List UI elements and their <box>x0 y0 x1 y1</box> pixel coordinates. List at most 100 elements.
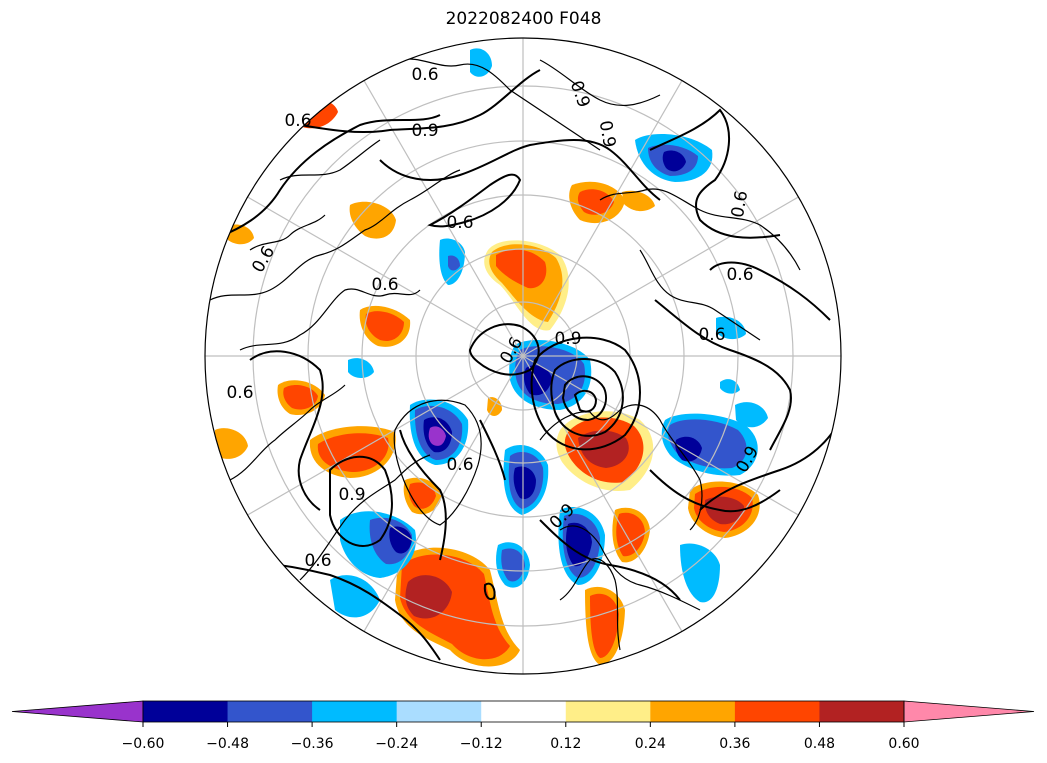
positive-anomaly-area <box>578 430 629 468</box>
colorbar-segment <box>819 701 905 722</box>
colorbar-tick-label: 0.36 <box>719 736 750 752</box>
contour-line <box>329 455 393 547</box>
contour-label: 0.6 <box>728 189 752 219</box>
contour-label: 0.9 <box>338 485 365 505</box>
contour-lines <box>209 69 841 661</box>
contour-label: 0.6 <box>411 65 438 85</box>
coastline <box>599 188 801 271</box>
contour-line <box>379 139 661 201</box>
colorbar-tick-label: −0.24 <box>375 736 418 752</box>
colorbar-tick-label: −0.60 <box>122 736 165 752</box>
contour-label: 0.6 <box>226 383 253 403</box>
contour-label: 0.6 <box>446 455 473 475</box>
colorbar-tick-label: −0.12 <box>460 736 503 752</box>
contour-line <box>550 358 624 437</box>
contour-line <box>427 173 522 228</box>
colorbar-tick-label: −0.48 <box>206 736 249 752</box>
meridian-lines <box>205 38 841 674</box>
polar-stereographic-map: 0.60.90.90.90.60.90.60.60.60.60.90.60.60… <box>204 37 842 675</box>
graticule <box>205 38 841 674</box>
coastline <box>209 169 461 301</box>
map-title: 2022082400 F048 <box>445 9 602 29</box>
coastline <box>239 288 421 351</box>
contour-label: 0.6 <box>446 213 473 233</box>
negative-anomaly-area <box>662 150 686 172</box>
contour-label: 0.6 <box>371 275 398 295</box>
meridian-line <box>522 355 683 632</box>
negative-anomaly-area <box>735 402 768 428</box>
colorbar-segment <box>227 701 313 722</box>
coastline <box>249 214 326 251</box>
colorbar-segment <box>734 701 820 722</box>
colorbar-over-extension <box>903 700 1035 723</box>
contour-label: 0.6 <box>726 265 753 285</box>
shaded-anomaly-fields <box>215 48 768 667</box>
contour-line <box>399 429 447 561</box>
coastlines <box>209 58 801 651</box>
negative-anomaly-area <box>428 426 446 446</box>
contour-line <box>479 419 506 481</box>
negative-anomaly-area <box>448 255 460 271</box>
colorbar-tick-label: 0.48 <box>804 736 835 752</box>
colorbar-segment <box>312 701 398 722</box>
contour-line <box>483 582 496 600</box>
colorbar-under-extension <box>11 700 144 723</box>
contour-label: 0.9 <box>411 121 438 141</box>
contour-label: 0.9 <box>595 119 619 149</box>
coastline <box>639 249 761 341</box>
contour-line <box>299 69 541 134</box>
negative-anomaly-area <box>513 466 536 500</box>
positive-anomaly-area <box>215 428 248 459</box>
colorbar-segments <box>11 700 1035 723</box>
contour-line <box>649 108 781 239</box>
contour-label: 0.6 <box>698 325 725 345</box>
map-boundary <box>204 37 842 675</box>
meridian-line <box>522 355 799 516</box>
positive-anomaly-area <box>283 384 318 410</box>
positive-anomaly-area <box>405 575 452 619</box>
coastline <box>399 58 601 151</box>
meridian-line <box>522 80 683 357</box>
coastline <box>279 139 381 181</box>
coastline <box>229 384 346 481</box>
contour-line <box>249 350 324 511</box>
contour-label: 0.6 <box>284 111 311 131</box>
colorbar-tick-label: 0.60 <box>888 736 919 752</box>
colorbar-segment <box>481 701 567 722</box>
contour-label: 0.9 <box>554 329 581 349</box>
contour-line <box>468 323 540 376</box>
positive-anomaly-area <box>590 593 619 658</box>
negative-anomaly-area <box>330 575 380 618</box>
contour-line <box>561 375 607 422</box>
colorbar-segment <box>396 701 482 722</box>
colorbar-tick-label: 0.24 <box>635 736 666 752</box>
meridian-line <box>247 355 524 516</box>
positive-anomaly-area <box>616 512 645 557</box>
contour-line <box>654 299 792 451</box>
colorbar-ticks: −0.60 −0.48 −0.36 −0.24 −0.12 0.12 0.24 0.36 0.4… <box>122 722 920 752</box>
contour-line <box>209 114 441 241</box>
contour-label: 0.6 <box>304 551 331 571</box>
colorbar-tick-label: 0.12 <box>550 736 581 752</box>
coastline <box>539 59 661 106</box>
colorbar-segment <box>143 701 229 722</box>
positive-anomaly-area <box>349 201 396 239</box>
meridian-line <box>363 355 524 632</box>
negative-anomaly-area <box>566 522 592 567</box>
negative-anomaly-area <box>389 526 412 554</box>
meridian-line <box>247 196 524 357</box>
negative-anomaly-area <box>716 316 746 340</box>
positive-anomaly-area <box>496 249 547 289</box>
negative-anomaly-area <box>680 543 720 603</box>
contour-line <box>530 336 641 451</box>
colorbar-outline <box>142 700 905 723</box>
contour-line <box>649 469 781 513</box>
contour-line <box>709 261 831 321</box>
contour-line <box>539 519 681 601</box>
positive-anomaly-area <box>365 311 404 342</box>
colorbar-segment <box>565 701 651 722</box>
positive-anomaly-area <box>622 190 655 212</box>
coastline <box>393 399 482 526</box>
meridian-line <box>522 196 799 357</box>
